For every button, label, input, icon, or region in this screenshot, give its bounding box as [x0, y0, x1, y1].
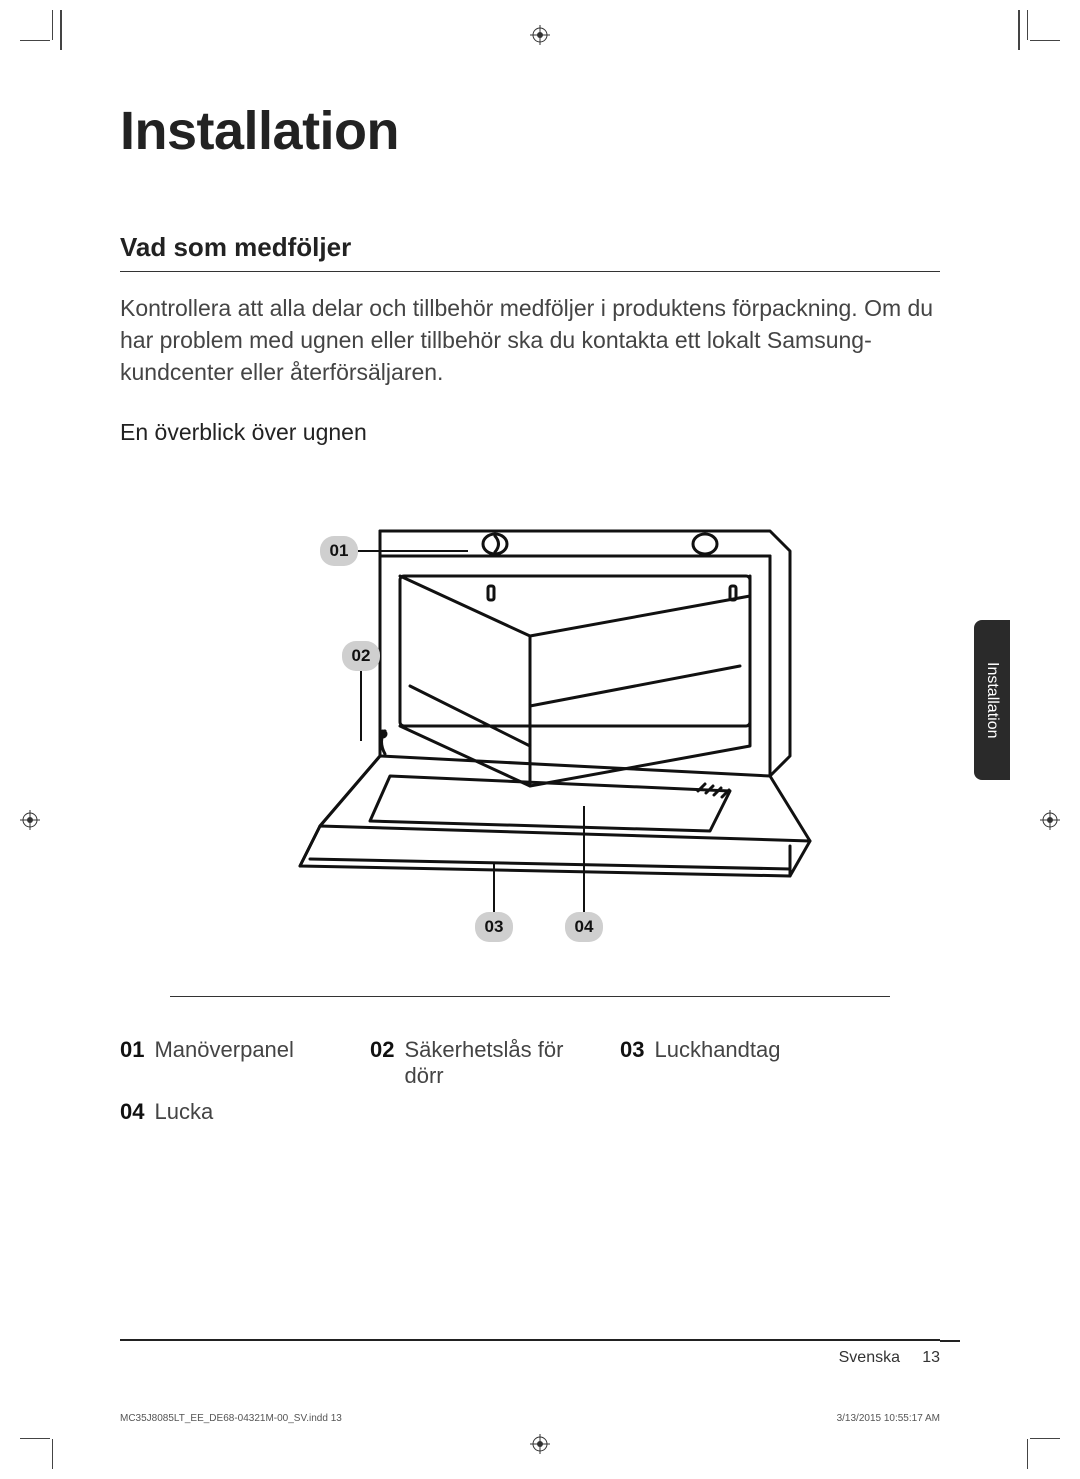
- print-timestamp: 3/13/2015 10:55:17 AM: [837, 1413, 940, 1424]
- crop-mark: [52, 10, 53, 40]
- legend-item: 04 Lucka: [120, 1099, 340, 1125]
- legend-label: Lucka: [154, 1099, 213, 1125]
- callout-bubble: 03: [475, 912, 513, 942]
- callout-leader: [358, 550, 468, 552]
- legend-number: 04: [120, 1099, 144, 1125]
- crop-mark: [52, 1439, 53, 1469]
- section-tab-label: Installation: [983, 662, 1001, 739]
- legend-number: 02: [370, 1037, 394, 1063]
- legend-table: 01 Manöverpanel 02 Säkerhetslås för dörr…: [120, 1037, 840, 1125]
- crop-mark: [1027, 10, 1028, 40]
- callout-04: 04: [565, 806, 603, 942]
- callout-bubble: 01: [320, 536, 358, 566]
- crop-mark: [1027, 1439, 1028, 1469]
- legend-label: Säkerhetslås för dörr: [404, 1037, 590, 1089]
- callout-03: 03: [475, 864, 513, 942]
- footer-rule: [940, 1340, 960, 1342]
- callout-02: 02: [342, 641, 380, 741]
- section-heading: Vad som medföljer: [120, 232, 940, 272]
- registration-mark-icon: [1040, 810, 1060, 830]
- crop-mark: [60, 10, 62, 50]
- crop-mark: [1030, 1438, 1060, 1439]
- registration-mark-icon: [530, 25, 550, 45]
- registration-mark-icon: [20, 810, 40, 830]
- callout-leader: [360, 671, 362, 741]
- callout-01: 01: [320, 536, 468, 566]
- page-footer: Svenska 13: [120, 1339, 940, 1369]
- footer-language: Svenska: [839, 1349, 900, 1367]
- legend-number: 03: [620, 1037, 644, 1063]
- callout-leader: [493, 864, 495, 912]
- footer-page-number: 13: [922, 1349, 940, 1367]
- oven-diagram: 01 02 03 04: [230, 476, 830, 956]
- legend-label: Luckhandtag: [654, 1037, 780, 1063]
- crop-mark: [20, 1438, 50, 1439]
- section-tab: Installation: [974, 620, 1010, 780]
- crop-mark: [1030, 40, 1060, 41]
- crop-mark: [1018, 10, 1020, 50]
- callout-leader: [583, 806, 585, 912]
- print-filename: MC35J8085LT_EE_DE68-04321M-00_SV.indd 13: [120, 1413, 342, 1424]
- registration-mark-icon: [530, 1434, 550, 1454]
- legend-label: Manöverpanel: [154, 1037, 293, 1063]
- crop-mark: [20, 40, 50, 41]
- legend-number: 01: [120, 1037, 144, 1063]
- legend-item: 03 Luckhandtag: [620, 1037, 840, 1089]
- callout-bubble: 04: [565, 912, 603, 942]
- callout-bubble: 02: [342, 641, 380, 671]
- page-content: Installation Vad som medföljer Kontrolle…: [120, 100, 940, 1125]
- sub-heading: En överblick över ugnen: [120, 419, 940, 446]
- body-paragraph: Kontrollera att alla delar och tillbehör…: [120, 292, 940, 389]
- print-metadata: MC35J8085LT_EE_DE68-04321M-00_SV.indd 13…: [120, 1413, 940, 1424]
- diagram-container: 01 02 03 04: [170, 476, 890, 997]
- page-title: Installation: [120, 100, 940, 162]
- legend-item: 02 Säkerhetslås för dörr: [370, 1037, 590, 1089]
- legend-item: 01 Manöverpanel: [120, 1037, 340, 1089]
